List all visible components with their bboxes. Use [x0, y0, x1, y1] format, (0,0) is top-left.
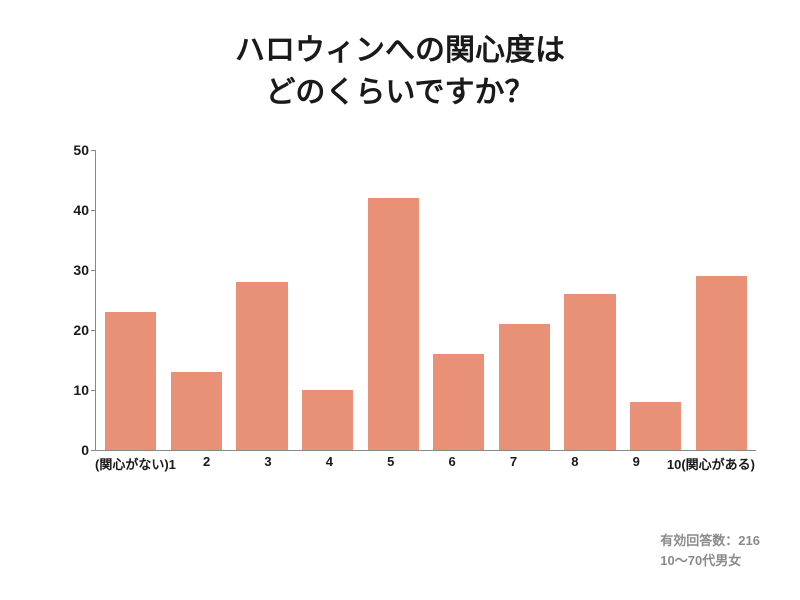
title-line-1: ハロウィンへの関心度は — [0, 30, 800, 72]
x-tick-label: 8 — [544, 454, 605, 473]
bar — [564, 294, 615, 450]
y-tick-label: 30 — [73, 262, 89, 278]
y-tick-label: 40 — [73, 202, 89, 218]
bar — [236, 282, 287, 450]
x-axis-labels: (関心がない)12345678910(関心がある) — [95, 454, 755, 473]
bar — [696, 276, 747, 450]
y-tick-mark — [91, 450, 96, 451]
bar — [171, 372, 222, 450]
x-tick-label: 10(関心がある) — [667, 454, 755, 473]
bar-slot — [557, 150, 623, 450]
bar-slot — [360, 150, 426, 450]
y-tick-mark — [91, 270, 96, 271]
y-tick-label: 0 — [81, 442, 89, 458]
x-tick-label: 3 — [237, 454, 298, 473]
x-tick-label: 9 — [606, 454, 667, 473]
footnote: 有効回答数：216 10〜70代男女 — [660, 531, 760, 570]
y-tick-label: 10 — [73, 382, 89, 398]
x-tick-label: 6 — [421, 454, 482, 473]
bar — [499, 324, 550, 450]
bar-slot — [295, 150, 361, 450]
y-tick-label: 20 — [73, 322, 89, 338]
x-tick-label: 7 — [483, 454, 544, 473]
bar — [630, 402, 681, 450]
footnote-line-2: 10〜70代男女 — [660, 551, 760, 571]
title-line-2: どのくらいですか？ — [0, 72, 800, 114]
bar-slot — [164, 150, 230, 450]
bar — [302, 390, 353, 450]
chart-title: ハロウィンへの関心度は どのくらいですか？ — [0, 0, 800, 114]
bar-chart: 01020304050 (関心がない)12345678910(関心がある) — [55, 150, 755, 480]
plot-area — [95, 150, 756, 451]
y-tick-mark — [91, 210, 96, 211]
bar — [368, 198, 419, 450]
x-tick-label: (関心がない)1 — [95, 454, 176, 473]
y-tick-mark — [91, 390, 96, 391]
footnote-line-1: 有効回答数：216 — [660, 531, 760, 551]
bar-slot — [426, 150, 492, 450]
y-tick-mark — [91, 150, 96, 151]
y-axis: 01020304050 — [55, 150, 95, 450]
bar — [105, 312, 156, 450]
bar-slot — [492, 150, 558, 450]
bar-slot — [623, 150, 689, 450]
x-tick-label: 2 — [176, 454, 237, 473]
bar-slot — [98, 150, 164, 450]
x-tick-label: 5 — [360, 454, 421, 473]
bar-slot — [229, 150, 295, 450]
y-tick-label: 50 — [73, 142, 89, 158]
bar — [433, 354, 484, 450]
x-tick-label: 4 — [299, 454, 360, 473]
bar-slot — [688, 150, 754, 450]
bars-container — [96, 150, 756, 450]
y-tick-mark — [91, 330, 96, 331]
